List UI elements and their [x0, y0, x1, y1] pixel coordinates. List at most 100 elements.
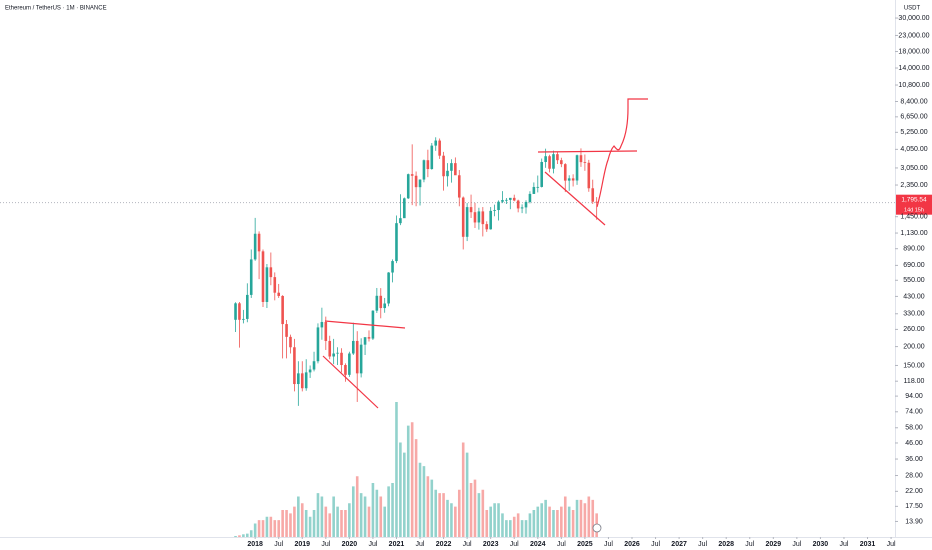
- volume-bar: [242, 534, 245, 537]
- y-tick-label: 2,350.00: [900, 182, 927, 189]
- candle-body: [265, 267, 269, 302]
- countdown-label: 14d 15h: [904, 207, 924, 213]
- candle-body: [575, 155, 579, 181]
- candle-body: [548, 156, 551, 169]
- candle-body: [595, 201, 598, 203]
- volume-bar: [438, 493, 441, 537]
- candle-body: [304, 372, 308, 389]
- candle-body: [516, 200, 520, 209]
- y-tick-label: 5,250.00: [900, 129, 927, 136]
- candle-body: [512, 197, 516, 201]
- candle-body: [461, 197, 465, 237]
- candle-body: [293, 347, 296, 385]
- candle-body: [489, 210, 492, 230]
- volume-bar: [320, 496, 324, 537]
- y-tick-label: 22.00: [905, 488, 923, 495]
- volume-bar: [477, 493, 481, 537]
- candle-body: [505, 199, 508, 201]
- volume-bar: [532, 510, 536, 537]
- volume-bar: [481, 489, 485, 537]
- volume-bar: [289, 513, 292, 537]
- candle-body: [571, 178, 575, 181]
- volume-bar: [269, 516, 273, 537]
- x-tick-label: Jul: [604, 541, 613, 548]
- x-tick-label: Jul: [651, 541, 660, 548]
- candle-body: [426, 160, 430, 170]
- candle-body: [391, 261, 394, 273]
- volume-bar: [520, 520, 524, 537]
- volume-bar: [355, 476, 359, 537]
- trendline: [544, 171, 606, 226]
- candle-body: [560, 160, 563, 165]
- candle-body: [285, 324, 288, 337]
- volume-bar: [567, 506, 571, 537]
- volume-bar: [485, 510, 489, 537]
- x-tick-label: Jul: [698, 541, 707, 548]
- volume-bar: [450, 503, 453, 537]
- candle-body: [493, 210, 496, 211]
- volume-bar: [348, 503, 351, 537]
- candle-body: [395, 223, 398, 262]
- y-tick-label: 23,000.00: [898, 32, 929, 39]
- candle-body: [524, 201, 528, 208]
- drawings: [322, 98, 648, 409]
- y-tick-label: 28.00: [905, 472, 923, 479]
- candle-body: [446, 170, 449, 177]
- x-tick-label: Jul: [792, 541, 801, 548]
- candle-body: [379, 295, 383, 309]
- candle-body: [469, 207, 473, 213]
- candle-body: [277, 292, 281, 296]
- x-tick-label: Jul: [274, 541, 283, 548]
- volume-bar: [257, 520, 261, 537]
- volume-bar: [493, 503, 496, 537]
- candle-body: [269, 267, 273, 278]
- volume-bar: [501, 513, 504, 537]
- x-tick-label: 2023: [483, 541, 499, 548]
- x-tick-label: Jul: [510, 541, 519, 548]
- x-tick-label: 2020: [342, 541, 358, 548]
- candle-body: [242, 318, 245, 320]
- candle-body: [403, 198, 406, 219]
- candle-body: [328, 340, 332, 357]
- volume-bar: [536, 506, 540, 537]
- y-tick-label: 17.50: [905, 503, 923, 510]
- volume-bar: [246, 533, 249, 537]
- volume-bar: [489, 506, 492, 537]
- candle-body: [344, 365, 347, 375]
- candle-body: [450, 163, 453, 171]
- candle-body: [324, 322, 328, 341]
- volume-bar: [304, 510, 308, 537]
- volume-bar: [560, 506, 563, 537]
- x-tick-label: 2026: [624, 541, 640, 548]
- volume-bar: [410, 422, 414, 537]
- volume-bar: [587, 496, 591, 537]
- x-tick-label: Jul: [745, 541, 754, 548]
- y-tick-label: 4,050.00: [900, 146, 927, 153]
- candle-body: [320, 322, 324, 328]
- x-tick-label: 2018: [247, 541, 263, 548]
- candle-body: [238, 303, 241, 320]
- candle-body: [332, 353, 335, 357]
- x-tick-label: Jul: [463, 541, 472, 548]
- volume-bar: [273, 520, 277, 537]
- volume-bar: [434, 489, 438, 537]
- volume-bar: [344, 510, 347, 537]
- candle-body: [540, 161, 544, 187]
- candle-body: [591, 188, 595, 202]
- volume-bar: [336, 506, 339, 537]
- volume-bar: [324, 506, 328, 537]
- candle-body: [454, 163, 457, 176]
- y-tick-label: 430.00: [903, 293, 925, 300]
- volume-bar: [579, 499, 583, 537]
- candle-body: [308, 369, 312, 373]
- y-tick-label: 18,000.00: [898, 48, 929, 55]
- volume-bar: [328, 513, 332, 537]
- volume-bar: [512, 516, 516, 537]
- x-tick-label: 2029: [766, 541, 782, 548]
- candle-body: [477, 211, 481, 223]
- y-tick-label: 46.00: [905, 440, 923, 447]
- projection-path: [596, 98, 648, 208]
- trendline: [324, 320, 406, 329]
- volume-bar: [571, 510, 575, 537]
- trendline: [537, 150, 638, 153]
